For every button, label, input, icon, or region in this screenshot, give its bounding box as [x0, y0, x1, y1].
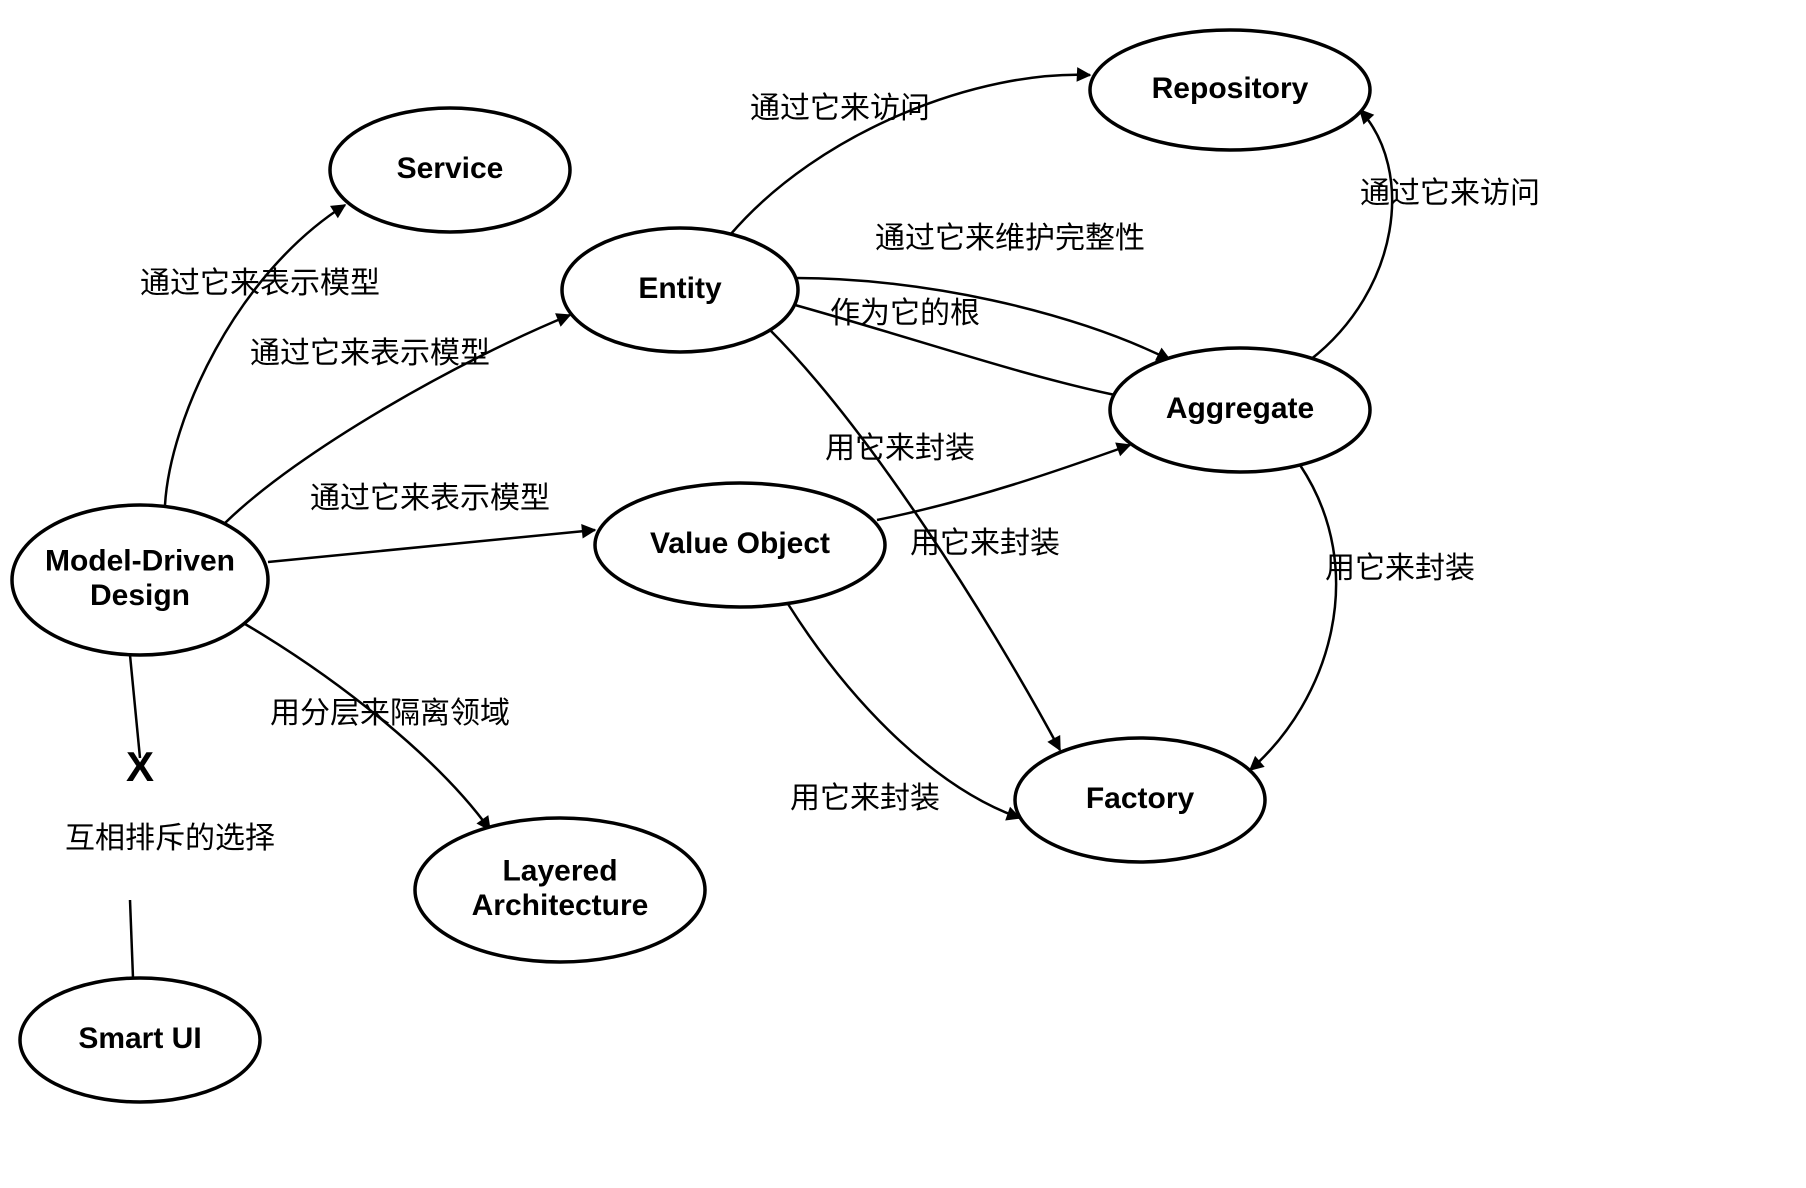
edge-label: 用它来封装 — [825, 432, 975, 465]
edge-valueobj-fac: 用它来封装 — [788, 604, 1020, 818]
node-label: Smart UI — [78, 1022, 201, 1055]
x-mark: X — [126, 743, 154, 790]
edge-entity-agg1: 通过它来维护完整性 — [796, 222, 1170, 360]
edge-label: 通过它来表示模型 — [250, 337, 490, 370]
edge-entity-repo: 通过它来访问 — [730, 75, 1090, 235]
node-label: Architecture — [472, 889, 649, 922]
node-smartui: Smart UI — [20, 978, 260, 1102]
node-label: Factory — [1086, 782, 1195, 815]
edge-label: 通过它来访问 — [1360, 177, 1540, 210]
node-service: Service — [330, 108, 570, 232]
edge-mdd-valueobj: 通过它来表示模型 — [268, 482, 595, 562]
nodes-group: Model-DrivenDesign Service Entity Value Obj… — [12, 30, 1370, 1102]
edge-entity-agg2: 作为它的根 — [795, 297, 1115, 395]
node-label: Entity — [638, 272, 722, 305]
edge-label: 通过它来表示模型 — [140, 267, 380, 300]
edge-label: 用它来封装 — [910, 527, 1060, 560]
edge-label: 通过它来表示模型 — [310, 482, 550, 515]
edge-agg-factory: 用它来封装 — [1250, 465, 1475, 770]
node-mdd: Model-DrivenDesign — [12, 505, 268, 655]
node-aggregate: Aggregate — [1110, 348, 1370, 472]
concept-map: 通过它来表示模型通过它来表示模型通过它来表示模型用分层来隔离领域X互相排斥的选择… — [0, 0, 1806, 1188]
node-label: Model-Driven — [45, 545, 235, 578]
node-label: Design — [90, 579, 190, 612]
edge-mdd-layered: 用分层来隔离领域 — [245, 624, 510, 830]
edge-label: 互相排斥的选择 — [65, 822, 275, 855]
node-label: Value Object — [650, 527, 830, 560]
edge-label: 通过它来维护完整性 — [875, 222, 1145, 255]
node-layered: LayeredArchitecture — [415, 818, 705, 962]
node-label: Repository — [1152, 72, 1309, 105]
node-label: Aggregate — [1166, 392, 1314, 425]
node-factory: Factory — [1015, 738, 1265, 862]
edge-label: 通过它来访问 — [750, 92, 930, 125]
node-valueobj: Value Object — [595, 483, 885, 607]
edge-label: 用它来封装 — [790, 782, 940, 815]
edge-label: 作为它的根 — [830, 297, 980, 330]
node-label: Layered — [502, 855, 617, 888]
node-entity: Entity — [562, 228, 798, 352]
edge-agg-repo: 通过它来访问 — [1310, 110, 1540, 360]
edge-mdd-smartui: X 互相排斥的选择 — [65, 655, 275, 978]
edge-label: 用它来封装 — [1325, 552, 1475, 585]
node-label: Service — [397, 152, 504, 185]
edge-label: 用分层来隔离领域 — [270, 697, 510, 730]
node-repository: Repository — [1090, 30, 1370, 150]
